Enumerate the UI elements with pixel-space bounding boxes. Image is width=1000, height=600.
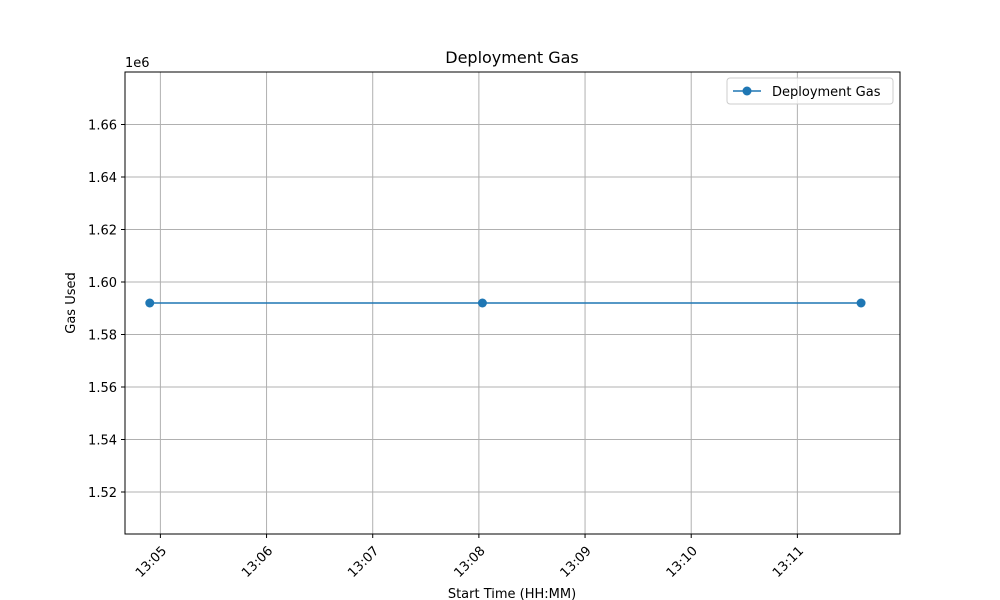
- y-tick-label: 1.66: [88, 119, 117, 134]
- y-tick-label: 1.62: [88, 224, 117, 239]
- x-tick-label: 13:05: [133, 544, 170, 581]
- y-axis-label: Gas Used: [64, 272, 79, 333]
- x-tick-label: 13:10: [664, 544, 701, 581]
- series-layer: [145, 298, 866, 308]
- y-tick-label: 1.52: [88, 486, 117, 501]
- grid: [125, 72, 900, 534]
- y-axis-offset-text: 1e6: [125, 56, 150, 71]
- x-axis-label: Start Time (HH:MM): [448, 587, 576, 600]
- legend-box: [726, 77, 894, 105]
- legend-series-marker: [742, 86, 752, 96]
- legend-series-label: Deployment Gas: [772, 85, 881, 100]
- plot-frame: [124, 71, 901, 535]
- data-point: [856, 298, 866, 308]
- y-tick-label: 1.58: [88, 329, 117, 344]
- x-tick-label: 13:11: [770, 544, 807, 581]
- y-tick-label: 1.56: [88, 381, 117, 396]
- legend: Deployment Gas: [726, 77, 894, 105]
- x-tick-label: 13:07: [345, 544, 382, 581]
- chart-title: Deployment Gas: [445, 48, 579, 67]
- y-tick-label: 1.54: [88, 434, 117, 449]
- y-tick-label: 1.64: [88, 171, 117, 186]
- y-tick-label: 1.60: [88, 276, 117, 291]
- x-tick-label: 13:09: [558, 544, 595, 581]
- x-tick-label: 13:08: [451, 544, 488, 581]
- data-point: [145, 298, 155, 308]
- x-tick-label: 13:06: [239, 544, 276, 581]
- data-point: [477, 298, 487, 308]
